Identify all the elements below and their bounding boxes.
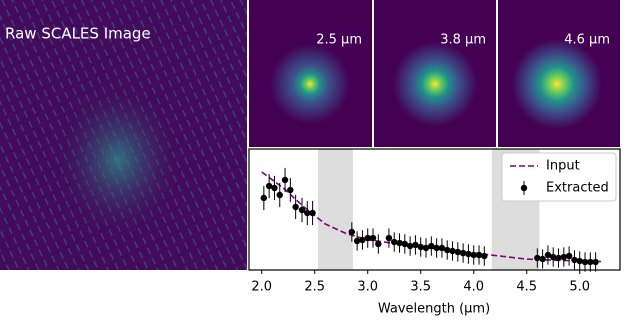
data-point xyxy=(465,250,472,258)
legend-swatch xyxy=(520,184,528,192)
x-tick-label: 4.5 xyxy=(516,280,537,295)
data-point xyxy=(560,253,568,261)
data-point xyxy=(481,252,488,260)
data-point xyxy=(353,237,361,245)
data-point xyxy=(454,248,462,256)
x-tick-label: 2.0 xyxy=(251,280,272,295)
data-point xyxy=(587,258,594,266)
x-axis-label: Wavelength (μm) xyxy=(378,302,490,317)
data-point xyxy=(459,249,467,257)
raw-image-glow xyxy=(48,75,188,245)
legend-label: Input xyxy=(546,159,580,174)
psf xyxy=(270,44,350,124)
spectrum-chart: 2.0 2.5 3.0 3.5 4.0 4.5 5.0 Input Extracted xyxy=(248,148,621,295)
psf xyxy=(512,39,602,129)
data-point xyxy=(576,257,583,265)
data-point xyxy=(428,242,435,250)
data-point xyxy=(276,191,283,199)
data-point xyxy=(396,239,403,247)
data-point xyxy=(375,240,382,248)
psf-label: 3.8 μm xyxy=(440,33,486,48)
data-point xyxy=(369,234,377,242)
data-point xyxy=(359,236,366,244)
data-point xyxy=(401,240,409,248)
data-point xyxy=(271,184,278,192)
data-point xyxy=(475,251,483,259)
x-tick-label: 5.0 xyxy=(569,280,590,295)
data-point xyxy=(412,241,419,249)
data-point xyxy=(391,238,398,246)
legend-label: Extracted xyxy=(546,181,609,196)
data-point xyxy=(265,182,273,190)
data-point xyxy=(348,228,356,236)
data-point xyxy=(550,253,557,261)
data-point xyxy=(422,244,430,252)
data-point xyxy=(571,256,578,264)
data-point xyxy=(260,194,268,202)
data-point xyxy=(304,209,311,217)
x-tick-label: 4.0 xyxy=(463,280,484,295)
plot-frame xyxy=(248,148,621,271)
raw-image-title: Raw SCALES Image xyxy=(5,25,151,43)
shaded-region xyxy=(317,149,353,270)
data-point xyxy=(364,234,371,242)
data-point xyxy=(433,244,440,252)
data-point xyxy=(544,251,552,259)
psf-label: 2.5 μm xyxy=(316,33,362,48)
data-point xyxy=(417,243,424,251)
data-point xyxy=(385,234,393,242)
data-point xyxy=(592,258,599,266)
data-point xyxy=(470,251,477,259)
psf xyxy=(393,42,477,126)
data-point xyxy=(581,258,589,266)
data-point xyxy=(555,254,562,262)
data-point xyxy=(406,242,414,250)
x-tick-label: 3.5 xyxy=(410,280,431,295)
data-point xyxy=(539,255,546,263)
data-point xyxy=(438,244,446,252)
psf-label: 4.6 μm xyxy=(564,33,610,48)
data-point xyxy=(292,203,299,211)
data-point xyxy=(281,176,289,184)
data-point xyxy=(565,252,573,260)
data-point xyxy=(287,186,294,194)
x-tick-label: 2.5 xyxy=(304,280,325,295)
data-point xyxy=(449,247,456,255)
data-point xyxy=(309,209,316,217)
legend-box xyxy=(501,152,617,202)
data-point xyxy=(298,206,306,214)
data-point xyxy=(444,246,451,254)
data-point xyxy=(534,254,541,262)
x-tick-label: 3.0 xyxy=(357,280,378,295)
